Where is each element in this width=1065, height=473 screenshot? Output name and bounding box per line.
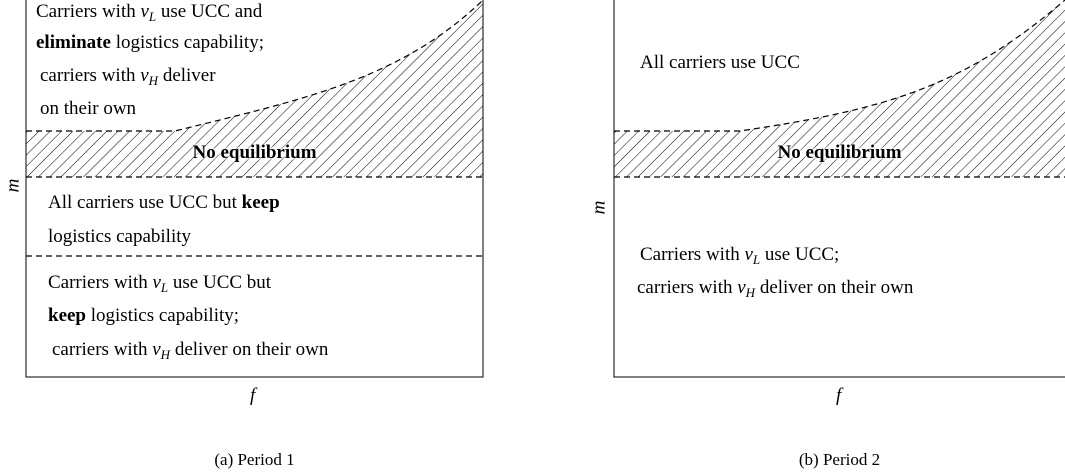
text-segment: use UCC but — [168, 272, 272, 293]
text-segment: v — [140, 65, 149, 86]
region-line: Carriers with vL use UCC but — [48, 272, 272, 295]
hatch-area — [175, 0, 483, 131]
text-segment: H — [160, 347, 171, 362]
text-segment: L — [160, 280, 169, 295]
text-segment: Carriers with — [640, 244, 745, 265]
text-segment: eliminate — [36, 32, 111, 53]
text-segment: L — [752, 252, 761, 267]
text-segment: logistics capability; — [86, 305, 240, 326]
y-label: m — [588, 200, 610, 215]
text-segment: keep — [241, 192, 280, 213]
region-line: carriers with vH deliver — [40, 65, 216, 88]
hatch-area — [740, 0, 1065, 131]
text-segment: use UCC; — [760, 244, 840, 265]
text-segment: All carriers use UCC but — [48, 192, 242, 213]
text-segment: Carriers with — [48, 272, 153, 293]
panel-a — [25, 0, 484, 378]
caption: (b) Period 2 — [798, 450, 881, 469]
x-label: f — [250, 385, 256, 406]
x-label: f — [836, 385, 842, 406]
region-line: Carriers with vL use UCC and — [36, 1, 263, 24]
text-segment: All carriers use UCC — [640, 52, 800, 73]
text-segment: carriers with — [40, 65, 141, 86]
text-segment: on their own — [40, 98, 137, 119]
y-label: m — [2, 178, 24, 193]
text-segment: v — [152, 272, 161, 293]
band-label: No equilibrium — [777, 142, 902, 163]
text-segment: carriers with — [637, 277, 738, 298]
region-line: carriers with vH deliver on their own — [52, 339, 329, 362]
text-segment: Carriers with — [36, 1, 141, 22]
text-segment: use UCC and — [156, 1, 263, 22]
hatch-band — [26, 131, 483, 177]
region-line: keep logistics capability; — [48, 306, 239, 325]
panel-b — [613, 0, 1065, 378]
text-segment: deliver on their own — [170, 339, 329, 360]
text-segment: v — [152, 339, 161, 360]
text-segment: logistics capability; — [110, 32, 264, 53]
region-line: All carriers use UCC — [640, 53, 800, 72]
band-label: No equilibrium — [192, 142, 317, 163]
region-line: All carriers use UCC but keep — [48, 193, 280, 212]
text-segment: logistics capability — [48, 226, 192, 247]
region-line: on their own — [40, 99, 136, 118]
text-segment: H — [148, 73, 159, 88]
hatch-band — [614, 131, 1065, 177]
region-line: carriers with vH deliver on their own — [637, 277, 914, 300]
text-segment: L — [148, 9, 157, 24]
text-segment: keep — [48, 305, 86, 326]
caption: (a) Period 1 — [214, 450, 295, 469]
text-segment: v — [744, 244, 753, 265]
region-line: logistics capability — [48, 227, 191, 246]
text-segment: v — [140, 1, 149, 22]
text-segment: H — [745, 285, 756, 300]
frame — [613, 0, 1065, 378]
frame — [25, 0, 484, 378]
region-line: eliminate logistics capability; — [36, 33, 264, 52]
boundary — [26, 0, 484, 132]
text-segment: carriers with — [52, 339, 153, 360]
region-line: Carriers with vL use UCC; — [640, 244, 840, 267]
boundary — [614, 0, 1065, 132]
text-segment: deliver on their own — [755, 277, 914, 298]
text-segment: deliver — [158, 65, 216, 86]
text-segment: v — [737, 277, 746, 298]
